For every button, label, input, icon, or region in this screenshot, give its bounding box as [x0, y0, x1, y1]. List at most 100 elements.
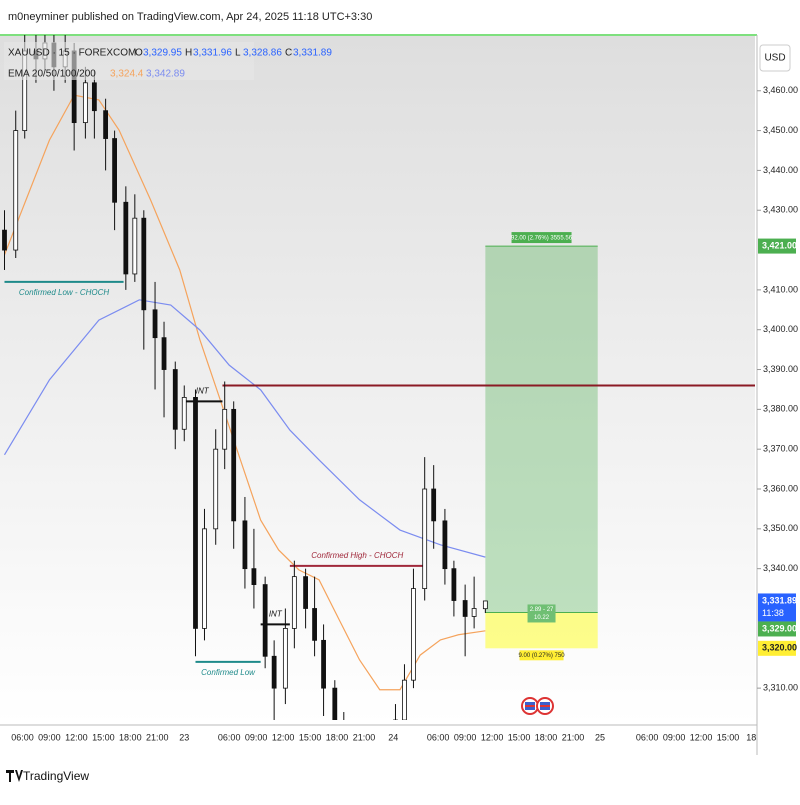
x-tick-label: 15:00	[508, 732, 531, 742]
x-tick-label: 09:00	[663, 732, 686, 742]
candle-body	[231, 408, 237, 522]
candle-body	[152, 309, 158, 339]
mid-label: 2.89 - 27	[530, 607, 554, 613]
x-tick-label: 06:00	[11, 732, 34, 742]
candle-body	[132, 217, 138, 275]
candle-body	[402, 679, 407, 720]
price-label: 3,421.00	[762, 240, 797, 250]
x-tick-label: 21:00	[562, 732, 585, 742]
x-tick-label: 06:00	[636, 732, 659, 742]
target-label-box	[511, 232, 572, 244]
legend-ema-title: EMA 20/50/100/200	[8, 69, 96, 80]
x-tick-label: 15:00	[717, 732, 740, 742]
candle-body	[123, 201, 129, 275]
currency: USD	[764, 53, 785, 64]
candle-body	[172, 369, 178, 430]
candle-body	[2, 229, 7, 251]
legend-ema-value: 3,342.89	[146, 69, 185, 80]
price-label-box	[758, 238, 796, 254]
y-tick-label: 3,450.00	[763, 125, 798, 135]
y-tick-label: 3,380.00	[763, 404, 798, 414]
x-tick-label: 12:00	[272, 732, 295, 742]
x-tick-label: 12:00	[65, 732, 88, 742]
candle-body	[332, 687, 338, 720]
y-tick-label: 3,390.00	[763, 364, 798, 374]
legend-key: L	[235, 48, 241, 59]
y-tick-label: 3,440.00	[763, 165, 798, 175]
price-label: 3,331.89	[762, 595, 797, 605]
ema-line	[3, 299, 486, 558]
price-label: 3,329.00	[762, 623, 797, 633]
y-tick-label: 3,370.00	[763, 444, 798, 454]
x-tick-label: 24	[388, 732, 398, 742]
y-tick-label: 3,310.00	[763, 683, 798, 693]
x-tick-label: 15:00	[299, 732, 322, 742]
x-tick-label: 21:00	[146, 732, 169, 742]
price-label-sub: 11:38	[762, 608, 784, 618]
level-label: INT	[196, 387, 210, 396]
overlay: 3,460.00 3,450.00 3,440.00 3,430.00 3,410.00…	[4, 42, 798, 693]
x-tick-label: 23	[179, 732, 189, 742]
candle-body	[451, 568, 457, 601]
candle-body	[462, 600, 468, 617]
legend-symbol: XAUUSD · 15 · FOREXCOM	[8, 48, 136, 59]
legend-bg	[4, 42, 254, 80]
x-tick-label: 25	[595, 732, 605, 742]
y-tick-label: 3,360.00	[763, 483, 798, 493]
plot: 92.00 (2.76%) 3555.56 2.89 - 27 10.22 9.00 …	[2, 35, 755, 768]
candle-body	[103, 110, 109, 139]
candle-body	[422, 488, 428, 589]
candle-body	[291, 576, 297, 629]
level-label: Confirmed High - CHOCH	[311, 551, 403, 560]
candle-body	[222, 408, 228, 450]
x-axis: 06:00 09:00 12:00 15:00 18:00 21:00 23 06:00 09:…	[11, 732, 764, 742]
ema-line	[3, 94, 486, 691]
price-label-box	[758, 621, 796, 637]
legend-key: C	[285, 48, 292, 59]
legend-value: 3,331.96	[193, 48, 232, 59]
candle-body	[141, 217, 147, 311]
target-label: 92.00 (2.76%) 3555.56	[511, 236, 573, 242]
x-tick-label: 12:00	[690, 732, 713, 742]
price-label-box	[758, 593, 796, 622]
x-tick-label: 18:00	[119, 732, 142, 742]
x-tick-label: 15:00	[92, 732, 115, 742]
publisher: m0neyminer published on TradingView.com,…	[8, 11, 372, 23]
candle-body	[213, 448, 219, 530]
y-tick-label: 3,460.00	[763, 85, 798, 95]
x-tick-label: 18:00	[326, 732, 349, 742]
brand: TradingView	[23, 769, 89, 783]
candle-body	[312, 608, 317, 641]
candle-body	[161, 337, 167, 370]
candle-body	[251, 568, 257, 585]
legend-key: H	[185, 48, 192, 59]
candle-body	[193, 397, 198, 629]
y-tick-label: 3,340.00	[763, 563, 798, 573]
mid-label: 10.22	[534, 615, 550, 621]
candle-body	[373, 760, 377, 768]
y-tick-label: 3,400.00	[763, 324, 798, 334]
event-icons	[521, 697, 554, 715]
y-tick-label: 3,410.00	[763, 284, 798, 294]
x-tick-label: 09:00	[245, 732, 268, 742]
level-label: INT	[269, 610, 283, 619]
legend-value: 3,329.95	[143, 48, 182, 59]
currency-box[interactable]	[759, 44, 791, 72]
x-tick-label: 09:00	[38, 732, 61, 742]
brand-logo	[6, 770, 23, 782]
candle-body	[91, 82, 97, 112]
candle-body	[282, 628, 288, 689]
x-tick-label: 09:00	[454, 732, 477, 742]
plot-background	[0, 35, 755, 725]
level-label: Confirmed Low - CHOCH	[19, 288, 109, 297]
x-tick-label: 18:0	[746, 732, 764, 742]
candle-body	[181, 397, 187, 430]
candle-body	[82, 82, 88, 124]
legend-ema-value: 3,324.4	[110, 69, 144, 80]
candle-body	[471, 608, 477, 617]
candle-body	[431, 488, 437, 522]
candle-body	[303, 576, 308, 609]
stop-label: 9.00 (0.27%) 750	[519, 653, 566, 659]
candle-body	[411, 588, 416, 681]
